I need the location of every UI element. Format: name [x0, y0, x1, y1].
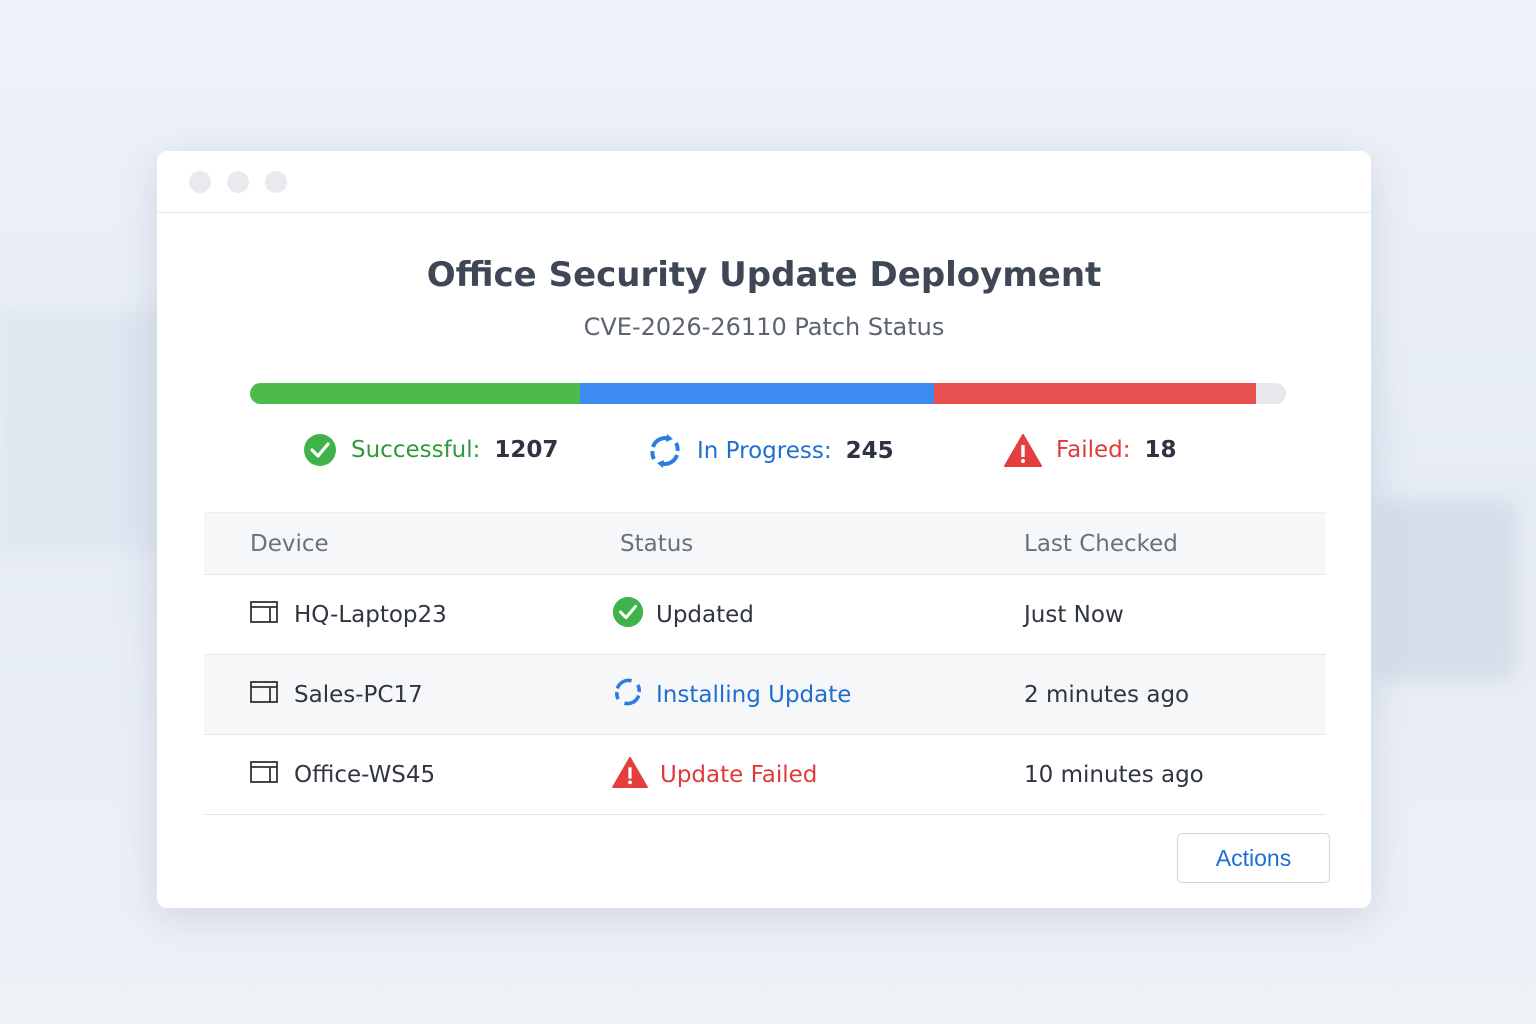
- minimize-window-button[interactable]: [227, 170, 249, 193]
- progress-segment-in-progress: [580, 383, 934, 404]
- page-title: Office Security Update Deployment: [426, 255, 1102, 295]
- table-row[interactable]: HQ-Laptop23 Updated Just Now: [204, 575, 1326, 655]
- check-circle-icon: [612, 596, 644, 634]
- devices-table: Device Status Last Checked HQ-Laptop23 U…: [204, 512, 1326, 815]
- background-blur: [0, 310, 170, 550]
- page-subtitle: CVE-2026-26110 Patch Status: [583, 313, 945, 341]
- device-icon: [250, 600, 278, 630]
- summary-value: 245: [845, 438, 894, 464]
- device-name: Sales-PC17: [294, 681, 423, 708]
- device-name: Office-WS45: [294, 761, 436, 788]
- deployment-progress-bar: [250, 383, 1286, 404]
- table-row[interactable]: Office-WS45 Update Failed 10 minutes ago: [204, 735, 1326, 815]
- close-window-button[interactable]: [189, 170, 211, 193]
- summary-value: 1207: [494, 437, 559, 463]
- title-bar: [157, 151, 1371, 213]
- table-row[interactable]: Sales-PC17 Installing Update 2 minutes a…: [204, 655, 1326, 735]
- warning-icon: [1004, 434, 1042, 467]
- summary-failed: Failed: 18: [1004, 433, 1177, 467]
- status-text: Installing Update: [656, 681, 852, 708]
- sync-icon: [650, 434, 680, 468]
- column-header-device[interactable]: Device: [250, 530, 329, 557]
- summary-label: In Progress:: [697, 438, 832, 464]
- app-window: Office Security Update Deployment CVE-20…: [157, 151, 1371, 908]
- column-header-last-checked[interactable]: Last Checked: [1024, 530, 1178, 557]
- maximize-window-button[interactable]: [265, 170, 287, 193]
- summary-legend: Successful: 1207 In Progress: 245 Failed: 1…: [157, 433, 1371, 473]
- status-text: Update Failed: [660, 761, 818, 788]
- column-header-status[interactable]: Status: [620, 530, 694, 557]
- actions-button[interactable]: Actions: [1177, 833, 1330, 883]
- status-text: Updated: [656, 601, 754, 628]
- summary-in-progress: In Progress: 245: [647, 433, 894, 469]
- background-blur: [1376, 500, 1516, 680]
- device-icon: [250, 680, 278, 710]
- device-icon: [250, 760, 278, 790]
- sync-icon: [612, 676, 644, 714]
- table-header: Device Status Last Checked: [204, 512, 1326, 575]
- summary-value: 18: [1144, 437, 1177, 463]
- warning-icon: [612, 756, 648, 794]
- summary-successful: Successful: 1207: [303, 433, 558, 467]
- check-circle-icon: [304, 434, 336, 466]
- summary-label: Failed:: [1056, 437, 1131, 463]
- last-checked: 2 minutes ago: [1024, 681, 1190, 708]
- last-checked: Just Now: [1024, 601, 1124, 628]
- progress-segment-failed: [933, 383, 1256, 404]
- last-checked: 10 minutes ago: [1024, 761, 1204, 788]
- device-name: HQ-Laptop23: [294, 601, 447, 628]
- progress-segment-successful: [250, 383, 581, 404]
- summary-label: Successful:: [351, 437, 481, 463]
